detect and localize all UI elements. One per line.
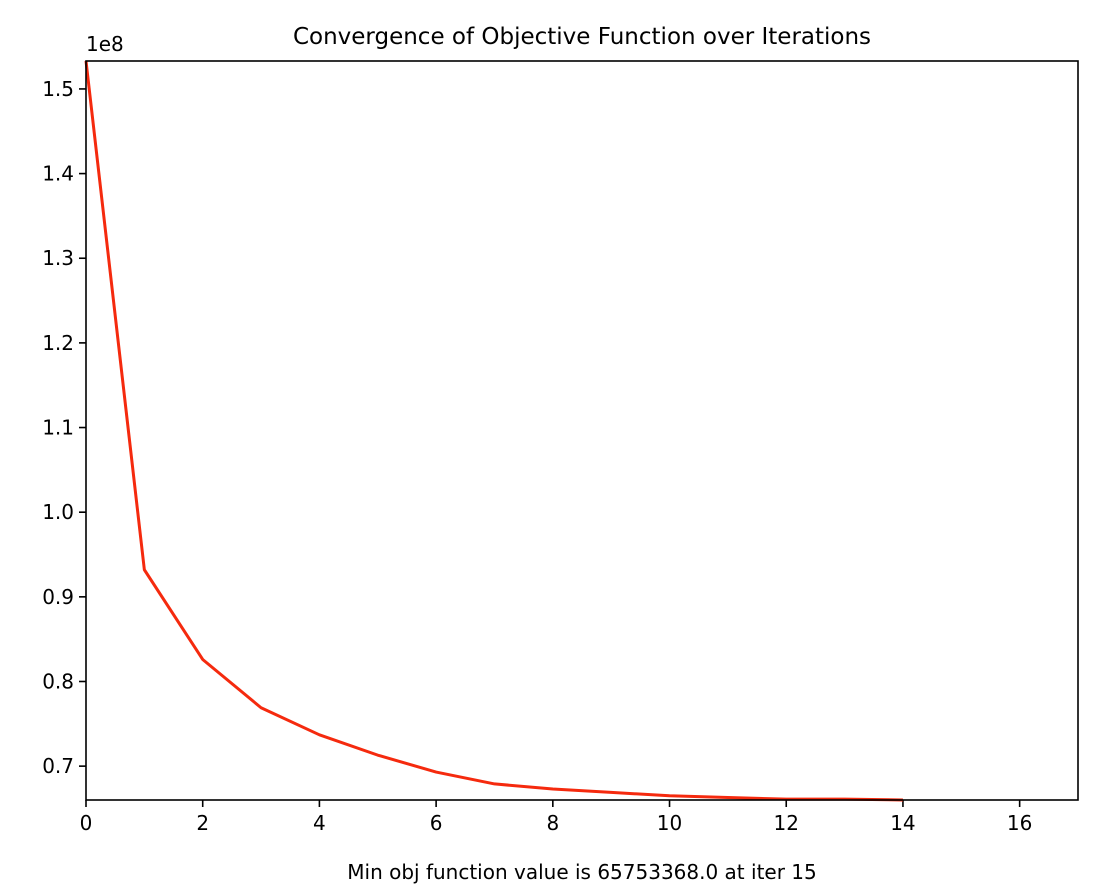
y-axis: 0.7 0.8 0.9 1.0 1.1 1.2 1.3 1.4 1.5 [42,77,86,778]
y-tick-label: 0.7 [42,754,74,778]
x-tick-label: 6 [430,811,443,835]
y-tick-label: 1.2 [42,331,74,355]
x-tick-label: 2 [196,811,209,835]
x-axis: 0 2 4 6 8 10 12 14 16 [80,800,1032,835]
x-axis-label: Min obj function value is 65753368.0 at … [347,860,817,884]
y-tick-label: 1.4 [42,162,74,186]
x-tick-label: 16 [1007,811,1032,835]
x-tick-label: 10 [657,811,682,835]
y-axis-offset-label: 1e8 [86,32,124,56]
x-tick-label: 14 [890,811,915,835]
y-tick-label: 1.5 [42,77,74,101]
x-tick-label: 8 [546,811,559,835]
x-tick-label: 12 [774,811,799,835]
plot-series [84,60,903,802]
plot-frame [85,60,1079,801]
y-tick-label: 0.8 [42,669,74,693]
y-tick-label: 0.9 [42,585,74,609]
x-tick-label: 0 [80,811,93,835]
y-tick-label: 1.3 [42,246,74,270]
x-tick-label: 4 [313,811,326,835]
chart-title: Convergence of Objective Function over I… [293,24,871,50]
y-tick-label: 1.1 [42,416,74,440]
objective-series-line [84,60,903,802]
y-tick-label: 1.0 [42,500,74,524]
